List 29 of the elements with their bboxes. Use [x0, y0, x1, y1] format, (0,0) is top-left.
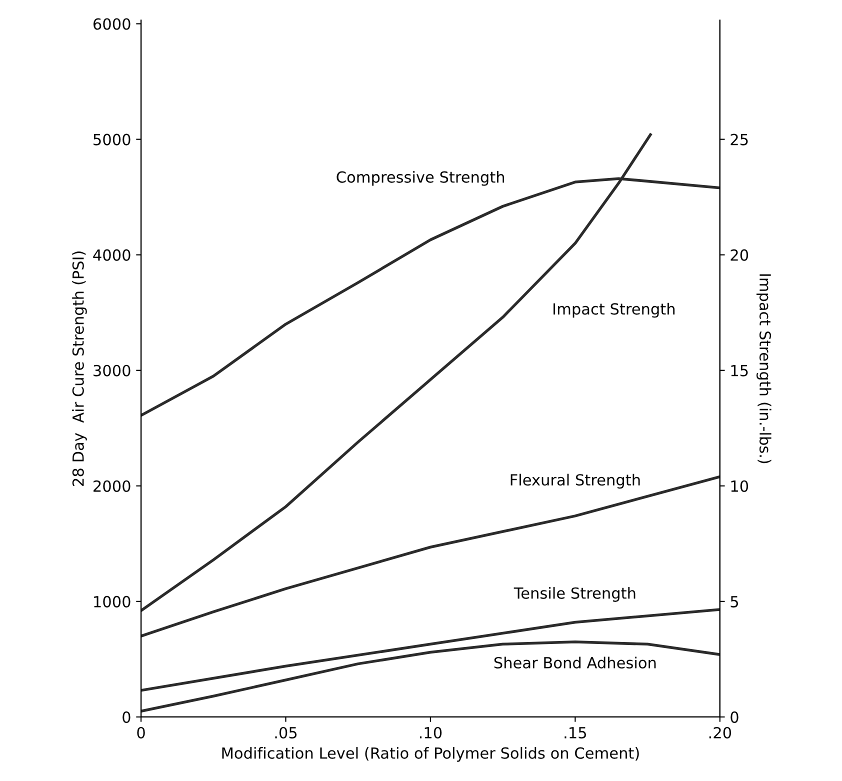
y2-tick-label: 25: [730, 134, 748, 146]
y2-tick-label: 15: [731, 365, 748, 376]
y-tick-label: 2000: [94, 480, 130, 492]
line-series: [141, 640, 720, 713]
series-label: Impact Strength: [554, 302, 675, 318]
x-tick-label: .15: [564, 727, 586, 739]
y-tick-label: 3000: [94, 364, 130, 376]
y-axis-title: 28 Day Air Cure Strength (PSI): [72, 252, 87, 486]
series-label: Tensile Strength: [514, 587, 636, 602]
x-axis-title: Modification Level (Ratio of Polymer Solids on Cement): [222, 747, 639, 762]
x-tick-label: .10: [420, 726, 442, 739]
series-label: Flexural Strength: [510, 474, 640, 489]
x-tick-label: .20: [709, 726, 732, 739]
x-tick-label: .05: [275, 726, 297, 739]
y-tick-label: 6000: [94, 18, 130, 30]
y2-axis-title: Impact Strength (in.-lbs.): [756, 274, 772, 464]
y2-tick-label: 10: [731, 480, 748, 492]
x-tick-label: 0: [137, 726, 145, 739]
series-label: Compressive Strength: [336, 171, 504, 186]
series-label: Shear Bond Adhesion: [494, 656, 656, 669]
y-tick-label: 1000: [94, 596, 130, 608]
y-tick-label: 5000: [94, 134, 130, 146]
y2-tick-label: 0: [730, 711, 738, 723]
y2-tick-label: 20: [730, 249, 748, 261]
y-tick-label: 4000: [93, 249, 130, 261]
y-tick-label: 0: [122, 711, 130, 723]
y2-tick-label: 5: [730, 596, 738, 608]
line-series: [141, 475, 720, 638]
line-series: [141, 608, 720, 692]
